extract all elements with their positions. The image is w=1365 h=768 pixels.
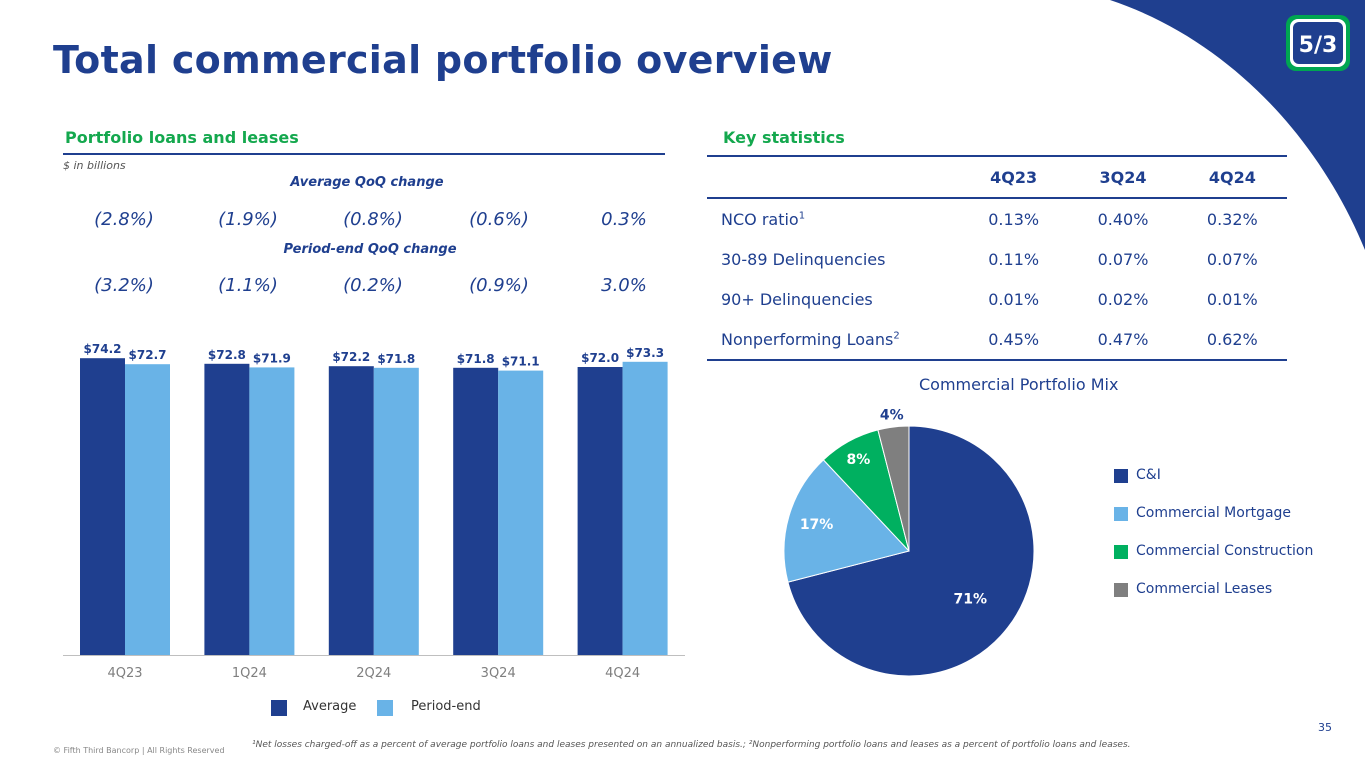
pie-slice-commercial-leases bbox=[877, 425, 910, 552]
bar-value-label: $71.9 bbox=[253, 351, 291, 365]
table-header-4q23: 4Q23 bbox=[959, 155, 1069, 199]
table-cell: 0.01% bbox=[1206, 289, 1258, 309]
bar-value-label: $72.8 bbox=[208, 348, 246, 362]
table-row: 90+ Delinquencies 0.01% 0.02% 0.01% bbox=[707, 279, 1287, 319]
pie-legend-mortgage-label: Commercial Mortgage bbox=[1136, 505, 1292, 521]
x-tick-label: 2Q24 bbox=[356, 666, 391, 681]
pie-legend-leases-swatch bbox=[1114, 583, 1128, 597]
table-cell: 0.32% bbox=[1206, 209, 1258, 229]
units-note: $ in billions bbox=[63, 159, 126, 172]
legend-average-swatch bbox=[271, 700, 287, 716]
bar-period-end-2q24 bbox=[373, 367, 419, 655]
avg-qoq-2q24: (0.8%) bbox=[343, 209, 403, 230]
pe-qoq-4q23: (3.2%) bbox=[94, 275, 154, 296]
table-cell: 0.13% bbox=[988, 209, 1040, 229]
pie-slice-label: 17% bbox=[800, 517, 834, 533]
pe-qoq-4q24: 3.0% bbox=[601, 275, 647, 296]
pie-legend-ci-label: C&I bbox=[1136, 467, 1161, 483]
portfolio-bar-chart: $74.2 $72.7 4Q23 $72.8 $71.9 1Q24 $72.2 $71.8 2Q… bbox=[63, 342, 685, 681]
bar-average-4q24 bbox=[577, 367, 623, 655]
table-header-4q24: 4Q24 bbox=[1177, 155, 1287, 199]
portfolio-heading: Portfolio loans and leases bbox=[65, 128, 299, 147]
table-cell: 0.40% bbox=[1097, 209, 1149, 229]
bar-average-2q24 bbox=[328, 366, 374, 655]
row-label: Nonperforming Loans2 bbox=[707, 319, 959, 361]
pie-legend-ci-swatch bbox=[1114, 469, 1128, 483]
table-cell: 0.02% bbox=[1097, 289, 1149, 309]
fifth-third-logo-icon: 5/3 bbox=[1286, 15, 1350, 71]
x-tick-label: 4Q24 bbox=[605, 666, 640, 681]
bar-period-end-4q24 bbox=[622, 361, 668, 655]
portfolio-mix-pie-chart: 71% 17% 8% 4% bbox=[783, 408, 1035, 677]
table-cell: 0.01% bbox=[988, 289, 1040, 309]
pe-qoq-3q24: (0.9%) bbox=[469, 275, 529, 296]
table-cell: 0.45% bbox=[959, 319, 1069, 361]
avg-qoq-3q24: (0.6%) bbox=[469, 209, 529, 230]
row-label: NCO ratio1 bbox=[721, 209, 806, 229]
legend-period-end-swatch bbox=[377, 700, 393, 716]
legend-average-label: Average bbox=[303, 699, 357, 714]
footnote: ¹Net losses charged-off as a percent of … bbox=[252, 740, 1131, 750]
pie-legend-construction-label: Commercial Construction bbox=[1136, 543, 1314, 559]
page-number: 35 bbox=[1318, 721, 1332, 734]
x-tick-label: 4Q23 bbox=[107, 666, 142, 681]
bar-period-end-4q23 bbox=[125, 364, 170, 655]
avg-qoq-1q24: (1.9%) bbox=[218, 209, 278, 230]
row-label: 90+ Delinquencies bbox=[721, 289, 873, 309]
table-header-3q24: 3Q24 bbox=[1068, 155, 1178, 199]
bar-average-4q23 bbox=[80, 358, 125, 655]
table-cell: 0.11% bbox=[988, 249, 1040, 269]
avg-qoq-label: Average QoQ change bbox=[290, 175, 444, 190]
table-header-empty bbox=[707, 155, 959, 199]
bar-average-1q24 bbox=[204, 363, 250, 655]
bar-value-label: $74.2 bbox=[84, 342, 122, 356]
bar-value-label: $72.2 bbox=[332, 350, 370, 364]
portfolio-heading-rule bbox=[63, 153, 665, 155]
copyright: © Fifth Third Bancorp | All Rights Reser… bbox=[53, 746, 225, 755]
bar-average-3q24 bbox=[453, 367, 499, 655]
bar-value-label: $72.7 bbox=[129, 348, 167, 362]
pie-legend-mortgage-swatch bbox=[1114, 507, 1128, 521]
table-header-row: 4Q23 3Q24 4Q24 bbox=[707, 155, 1287, 199]
page-title: Total commercial portfolio overview bbox=[53, 38, 833, 82]
table-cell: 0.07% bbox=[1097, 249, 1149, 269]
bar-period-end-3q24 bbox=[498, 370, 544, 655]
bar-value-label: $73.3 bbox=[626, 346, 664, 360]
bar-value-label: $71.8 bbox=[457, 352, 495, 366]
table-cell: 0.47% bbox=[1068, 319, 1178, 361]
table-cell: 0.07% bbox=[1206, 249, 1258, 269]
pie-legend-leases-label: Commercial Leases bbox=[1136, 581, 1273, 597]
avg-qoq-4q24: 0.3% bbox=[601, 209, 647, 230]
table-row: NCO ratio1 0.13% 0.40% 0.32% bbox=[707, 198, 1287, 239]
table-row: 30-89 Delinquencies 0.11% 0.07% 0.07% bbox=[707, 239, 1287, 279]
bar-value-label: $71.8 bbox=[377, 352, 415, 366]
legend-period-end-label: Period-end bbox=[411, 699, 481, 714]
table-cell: 0.62% bbox=[1177, 319, 1287, 361]
bar-value-label: $71.1 bbox=[502, 355, 540, 369]
bar-period-end-1q24 bbox=[249, 367, 295, 655]
key-stats-heading: Key statistics bbox=[723, 128, 845, 147]
pie-slice-label: 71% bbox=[953, 592, 987, 608]
row-label: 30-89 Delinquencies bbox=[721, 249, 886, 269]
pie-slice-commercial-mortgage bbox=[783, 459, 910, 583]
pe-qoq-label: Period-end QoQ change bbox=[283, 242, 457, 257]
pe-qoq-1q24: (1.1%) bbox=[218, 275, 278, 296]
pie-slice-label: 4% bbox=[880, 408, 904, 424]
x-tick-label: 3Q24 bbox=[481, 666, 516, 681]
pie-slice-c-i bbox=[787, 425, 1035, 677]
pie-chart-title: Commercial Portfolio Mix bbox=[919, 375, 1119, 394]
bar-value-label: $72.0 bbox=[581, 351, 619, 365]
avg-qoq-4q23: (2.8%) bbox=[94, 209, 154, 230]
x-tick-label: 1Q24 bbox=[232, 666, 267, 681]
key-stats-table: 4Q23 3Q24 4Q24 NCO ratio1 0.13% 0.40% 0.… bbox=[707, 155, 1287, 361]
pe-qoq-2q24: (0.2%) bbox=[343, 275, 403, 296]
svg-text:5/3: 5/3 bbox=[1299, 33, 1338, 58]
pie-legend-construction-swatch bbox=[1114, 545, 1128, 559]
pie-slice-label: 8% bbox=[847, 452, 871, 468]
table-row: Nonperforming Loans2 0.45% 0.47% 0.62% bbox=[707, 319, 1287, 361]
